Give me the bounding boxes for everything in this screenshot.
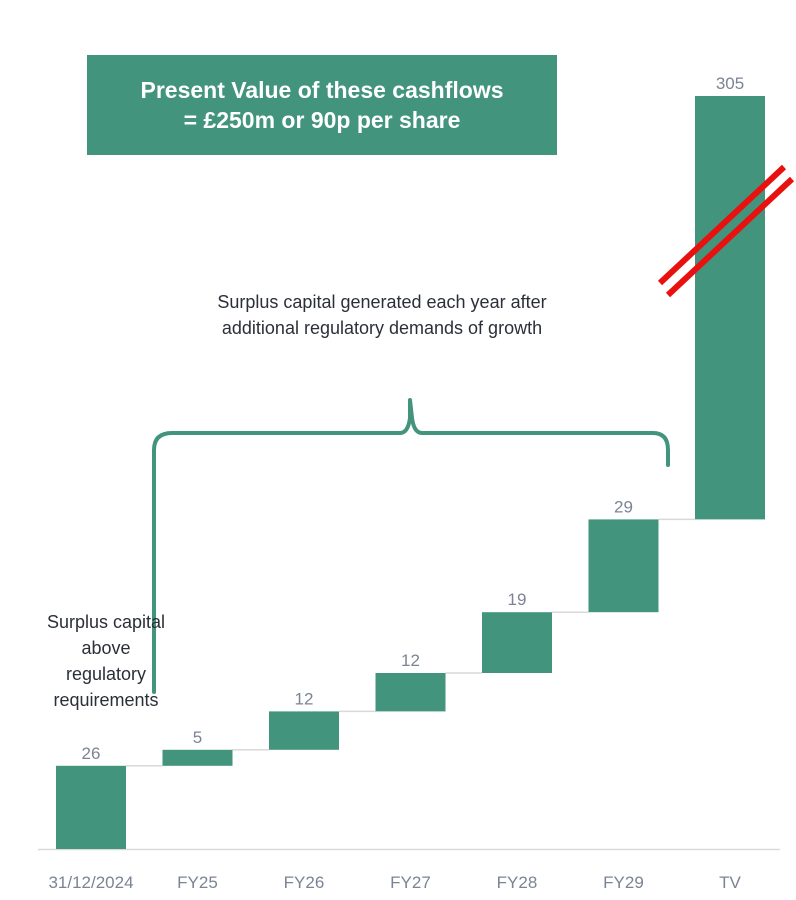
- callout-line-1: Present Value of these cashflows: [140, 77, 504, 103]
- x-tick-label: TV: [719, 873, 741, 892]
- value-label: 19: [508, 590, 527, 609]
- present-value-callout: Present Value of these cashflows = £250m…: [87, 55, 557, 155]
- value-label: 12: [295, 689, 314, 708]
- value-label: 29: [614, 497, 633, 516]
- x-tick-label: FY27: [390, 873, 431, 892]
- surplus-generated-annotation: Surplus capital generated each year afte…: [217, 292, 547, 338]
- x-tick-label: FY25: [177, 873, 218, 892]
- bar-fy26: [269, 711, 339, 750]
- axis-break-mark: [657, 164, 795, 298]
- bar-31-12-2024: [56, 765, 126, 849]
- value-label: 305: [716, 74, 744, 93]
- x-tick-label: FY29: [603, 873, 644, 892]
- surplus-above-annotation: Surplus capital above regulatory require…: [46, 612, 166, 710]
- bar-fy29: [588, 519, 659, 613]
- brace-bracket: [152, 398, 670, 467]
- x-tick-label: 31/12/2024: [48, 873, 133, 892]
- bar-fy27: [375, 673, 446, 712]
- x-tick-label: FY26: [284, 873, 325, 892]
- callout-line-2: = £250m or 90p per share: [183, 107, 461, 133]
- bar-fy28: [482, 612, 552, 673]
- value-label: 5: [193, 728, 202, 747]
- value-label: 26: [82, 744, 101, 763]
- bar-tv: [695, 96, 765, 520]
- bar-fy25: [162, 749, 233, 766]
- x-tick-label: FY28: [497, 873, 538, 892]
- value-label: 12: [401, 651, 420, 670]
